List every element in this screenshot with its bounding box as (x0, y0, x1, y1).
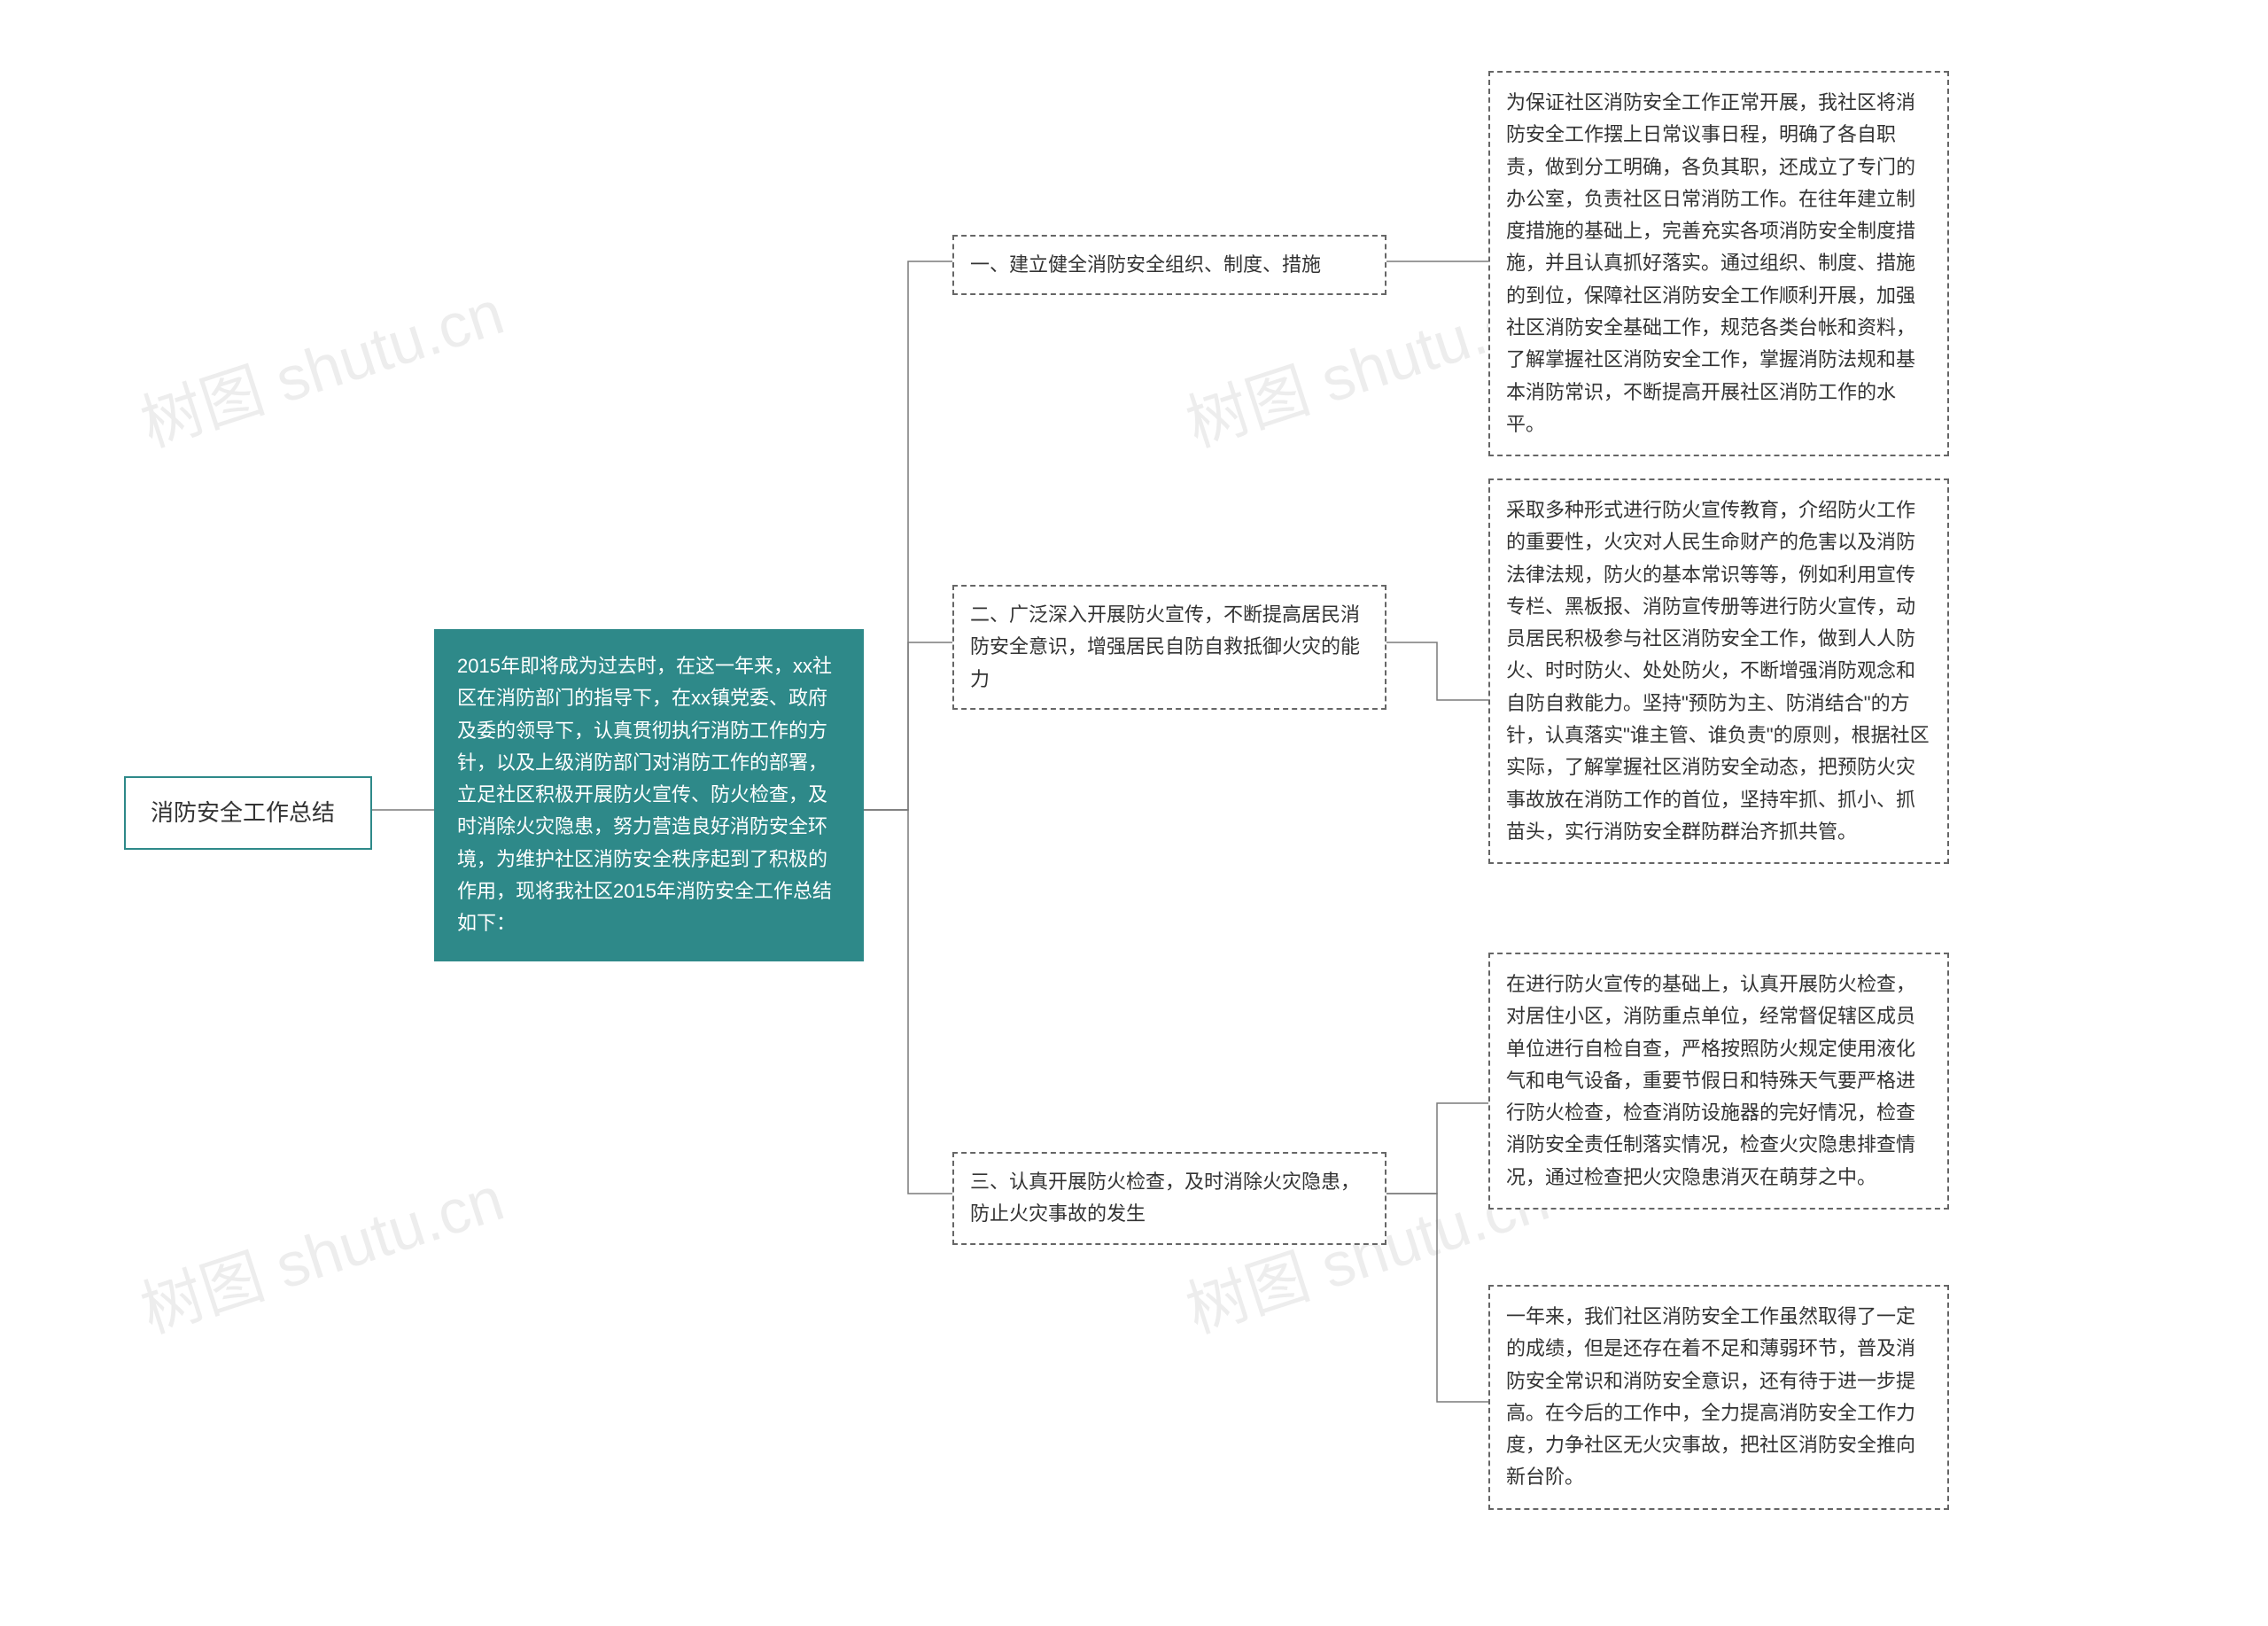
watermark: 树图 shutu.cn (128, 263, 514, 464)
leaf-1: 为保证社区消防安全工作正常开展，我社区将消防安全工作摆上日常议事日程，明确了各自… (1488, 71, 1949, 456)
branch-2: 二、广泛深入开展防火宣传，不断提高居民消防安全意识，增强居民自防自救抵御火灾的能… (952, 585, 1386, 710)
leaf-2: 采取多种形式进行防火宣传教育，介绍防火工作的重要性，火灾对人民生命财产的危害以及… (1488, 478, 1949, 864)
leaf-3a: 在进行防火宣传的基础上，认真开展防火检查，对居住小区，消防重点单位，经常督促辖区… (1488, 953, 1949, 1210)
leaf-3b: 一年来，我们社区消防安全工作虽然取得了一定的成绩，但是还存在着不足和薄弱环节，普… (1488, 1285, 1949, 1510)
branch-1: 一、建立健全消防安全组织、制度、措施 (952, 235, 1386, 295)
watermark: 树图 shutu.cn (128, 1149, 514, 1350)
root-node: 消防安全工作总结 (124, 776, 372, 850)
intro-node: 2015年即将成为过去时，在这一年来，xx社区在消防部门的指导下，在xx镇党委、… (434, 629, 864, 961)
branch-3: 三、认真开展防火检查，及时消除火灾隐患，防止火灾事故的发生 (952, 1152, 1386, 1245)
